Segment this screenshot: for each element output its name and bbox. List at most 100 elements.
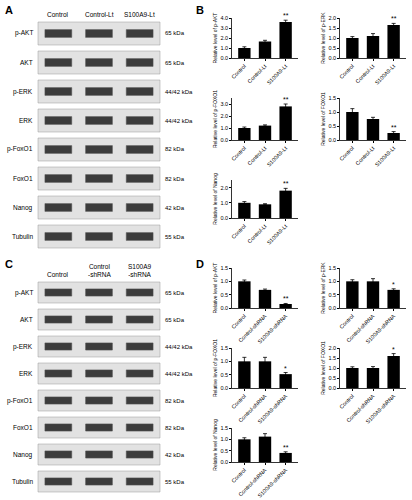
svg-text:Control: Control bbox=[230, 145, 247, 162]
svg-text:1.0: 1.0 bbox=[220, 358, 228, 364]
svg-text:Control-Lt: Control-Lt bbox=[354, 145, 376, 167]
svg-text:S100A9-shRNA: S100A9-shRNA bbox=[365, 313, 397, 345]
svg-text:S100A9-Lt: S100A9-Lt bbox=[374, 63, 397, 86]
svg-text:Relative level of FOXO1: Relative level of FOXO1 bbox=[320, 341, 326, 395]
svg-text:1.0: 1.0 bbox=[220, 200, 228, 206]
svg-text:Control-Lt: Control-Lt bbox=[354, 63, 376, 85]
svg-text:1.0: 1.0 bbox=[220, 45, 228, 51]
svg-text:0.5: 0.5 bbox=[220, 372, 228, 378]
svg-text:Control-shRNA: Control-shRNA bbox=[237, 313, 268, 344]
svg-text:**: ** bbox=[283, 180, 289, 187]
svg-text:p-AKT: p-AKT bbox=[15, 29, 33, 37]
svg-text:55 kDa: 55 kDa bbox=[165, 479, 185, 485]
svg-text:0.5: 0.5 bbox=[328, 123, 336, 129]
svg-text:Control-shRNA: Control-shRNA bbox=[237, 467, 268, 498]
svg-text:2.0: 2.0 bbox=[328, 15, 336, 21]
svg-text:Relative level of FOXO1: Relative level of FOXO1 bbox=[320, 92, 326, 146]
svg-text:p-ERK: p-ERK bbox=[13, 343, 33, 351]
svg-text:p-ERK: p-ERK bbox=[13, 88, 33, 96]
svg-text:p-FoxO1: p-FoxO1 bbox=[7, 145, 33, 153]
svg-text:Relative level of p-AKT: Relative level of p-AKT bbox=[212, 263, 218, 314]
svg-text:S100A9-Lt: S100A9-Lt bbox=[266, 145, 289, 168]
svg-text:p-FoxO1: p-FoxO1 bbox=[7, 397, 33, 405]
svg-text:Control: Control bbox=[338, 63, 355, 80]
svg-text:D: D bbox=[196, 258, 204, 270]
svg-text:65 kDa: 65 kDa bbox=[165, 317, 185, 323]
svg-text:0.0: 0.0 bbox=[220, 305, 228, 311]
svg-text:Control: Control bbox=[338, 393, 355, 410]
svg-text:0.0: 0.0 bbox=[220, 137, 228, 143]
svg-text:1.5: 1.5 bbox=[328, 25, 336, 31]
svg-text:0.5: 0.5 bbox=[220, 292, 228, 298]
svg-text:44/42 kDa: 44/42 kDa bbox=[165, 89, 193, 95]
svg-text:Relative level of p-FOXO1: Relative level of p-FOXO1 bbox=[212, 339, 218, 397]
svg-text:A: A bbox=[5, 4, 13, 16]
svg-text:*: * bbox=[392, 281, 395, 288]
svg-text:1.0: 1.0 bbox=[220, 125, 228, 131]
svg-text:*: * bbox=[284, 365, 287, 372]
svg-text:Relative level of Nanog: Relative level of Nanog bbox=[212, 173, 218, 225]
svg-text:S100A9-shRNA: S100A9-shRNA bbox=[128, 263, 152, 278]
svg-text:FoxO1: FoxO1 bbox=[13, 424, 33, 431]
svg-text:Control-Lt: Control-Lt bbox=[246, 145, 268, 167]
svg-text:Control: Control bbox=[230, 393, 247, 410]
svg-text:3.0: 3.0 bbox=[220, 101, 228, 107]
svg-text:42 kDa: 42 kDa bbox=[165, 205, 185, 211]
svg-text:**: ** bbox=[283, 96, 289, 103]
svg-text:0.5: 0.5 bbox=[328, 45, 336, 51]
svg-text:Relative level of p-AKT: Relative level of p-AKT bbox=[212, 13, 218, 64]
svg-text:1.5: 1.5 bbox=[328, 95, 336, 101]
svg-text:Control: Control bbox=[338, 145, 355, 162]
svg-text:2.0: 2.0 bbox=[220, 35, 228, 41]
svg-text:4.0: 4.0 bbox=[220, 15, 228, 21]
svg-text:1.0: 1.0 bbox=[220, 278, 228, 284]
svg-text:Control-shRNA: Control-shRNA bbox=[237, 393, 268, 424]
svg-text:0.5: 0.5 bbox=[328, 375, 336, 381]
svg-text:S100A9-shRNA: S100A9-shRNA bbox=[257, 467, 289, 499]
svg-text:S100A9-shRNA: S100A9-shRNA bbox=[257, 393, 289, 425]
svg-text:1.0: 1.0 bbox=[328, 365, 336, 371]
svg-text:0.0: 0.0 bbox=[220, 55, 228, 61]
svg-text:Tubulin: Tubulin bbox=[12, 233, 33, 240]
svg-text:**: ** bbox=[391, 124, 397, 131]
svg-text:S100A9-Lt: S100A9-Lt bbox=[374, 145, 397, 168]
svg-text:Relative level of Nanog: Relative level of Nanog bbox=[212, 419, 218, 471]
svg-text:**: ** bbox=[283, 12, 289, 19]
svg-text:1.0: 1.0 bbox=[328, 278, 336, 284]
svg-text:S100A9-shRNA: S100A9-shRNA bbox=[257, 313, 289, 345]
svg-text:82 kDa: 82 kDa bbox=[165, 146, 185, 152]
svg-text:S100A9-Lt: S100A9-Lt bbox=[124, 11, 155, 18]
svg-text:B: B bbox=[196, 4, 204, 16]
svg-text:2.0: 2.0 bbox=[220, 113, 228, 119]
svg-text:p-AKT: p-AKT bbox=[15, 289, 33, 297]
svg-text:Control: Control bbox=[230, 467, 247, 484]
svg-text:44/42 kDa: 44/42 kDa bbox=[165, 371, 193, 377]
svg-text:0.0: 0.0 bbox=[328, 55, 336, 61]
svg-text:C: C bbox=[5, 258, 13, 270]
svg-text:1.5: 1.5 bbox=[220, 265, 228, 271]
svg-text:0.0: 0.0 bbox=[220, 385, 228, 391]
svg-text:S100A9-Lt: S100A9-Lt bbox=[266, 223, 289, 246]
svg-text:Relative level of p-FOXO1: Relative level of p-FOXO1 bbox=[212, 90, 218, 148]
svg-text:Control: Control bbox=[47, 11, 69, 18]
svg-text:42 kDa: 42 kDa bbox=[165, 452, 185, 458]
svg-text:0.0: 0.0 bbox=[328, 305, 336, 311]
svg-text:S100A9-Lt: S100A9-Lt bbox=[266, 63, 289, 86]
svg-text:0.0: 0.0 bbox=[328, 137, 336, 143]
svg-text:0.0: 0.0 bbox=[220, 459, 228, 465]
svg-text:ERK: ERK bbox=[19, 370, 33, 377]
svg-text:1.0: 1.0 bbox=[220, 436, 228, 442]
svg-text:0.0: 0.0 bbox=[220, 215, 228, 221]
svg-text:44/42 kDa: 44/42 kDa bbox=[165, 344, 193, 350]
svg-text:Relative level of p-ERK: Relative level of p-ERK bbox=[320, 262, 326, 314]
svg-text:Control-Lt: Control-Lt bbox=[246, 223, 268, 245]
svg-text:Nanog: Nanog bbox=[13, 204, 33, 212]
svg-text:65 kDa: 65 kDa bbox=[165, 290, 185, 296]
svg-text:65 kDa: 65 kDa bbox=[165, 60, 185, 66]
svg-text:Control-shRNA: Control-shRNA bbox=[345, 393, 376, 424]
svg-text:82 kDa: 82 kDa bbox=[165, 425, 185, 431]
svg-text:1.0: 1.0 bbox=[328, 35, 336, 41]
svg-text:Control: Control bbox=[230, 223, 247, 240]
svg-text:ERK: ERK bbox=[19, 117, 33, 124]
svg-text:2.0: 2.0 bbox=[220, 185, 228, 191]
